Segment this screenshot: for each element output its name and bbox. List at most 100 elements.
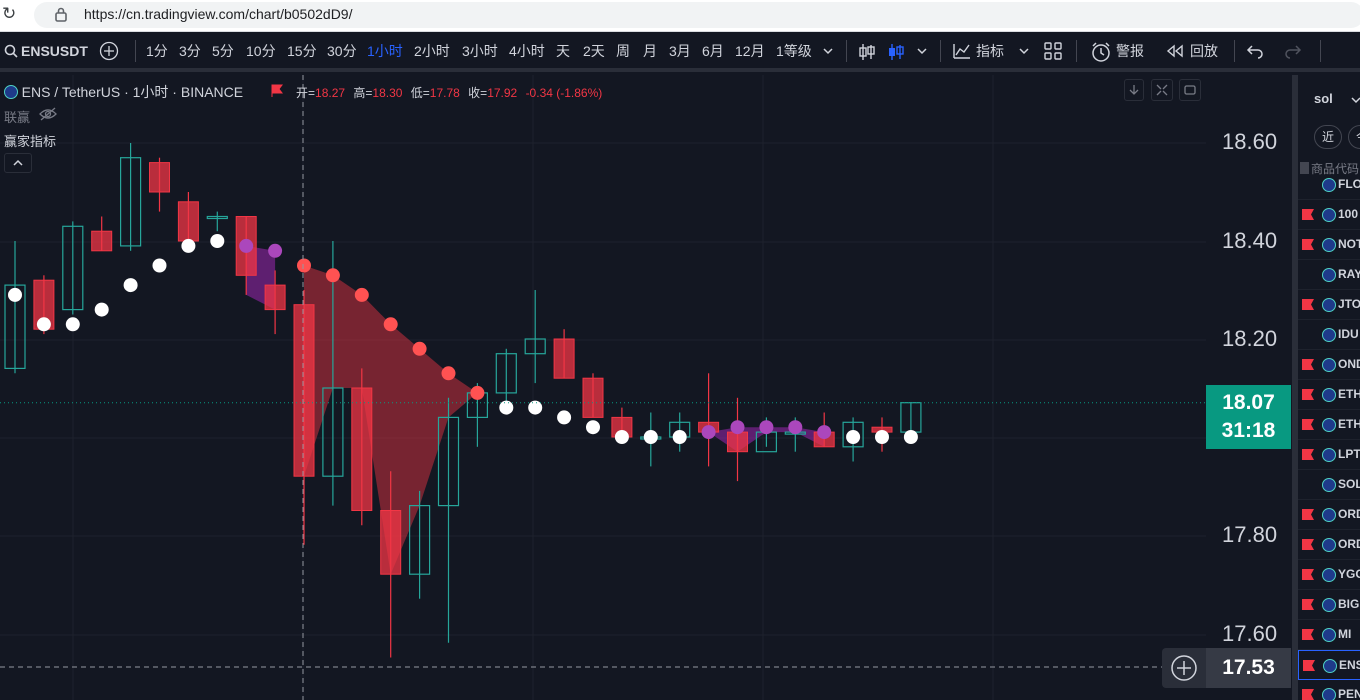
watchlist-row[interactable]: ORD bbox=[1298, 500, 1360, 530]
candles-style-icon[interactable] bbox=[886, 42, 906, 62]
watchlist-row[interactable]: LPT bbox=[1298, 440, 1360, 470]
interval-button[interactable]: 3月 bbox=[669, 43, 691, 59]
replay-button[interactable]: 回放 bbox=[1190, 43, 1218, 59]
candle-body bbox=[524, 338, 546, 355]
candle-body bbox=[177, 201, 199, 242]
candle-body bbox=[437, 416, 460, 507]
flag-icon[interactable] bbox=[1302, 629, 1314, 640]
watchlist-row[interactable]: PEN bbox=[1298, 680, 1360, 700]
indicators-button[interactable]: 指标 bbox=[976, 43, 1004, 59]
symbol-search-button[interactable]: ENSUSDT bbox=[21, 43, 88, 59]
divider bbox=[1234, 40, 1235, 62]
interval-button[interactable]: 5分 bbox=[212, 43, 234, 59]
flag-icon[interactable] bbox=[1302, 239, 1314, 250]
today-button[interactable]: 今 bbox=[1348, 125, 1360, 149]
flag-icon[interactable] bbox=[271, 84, 283, 97]
interval-button[interactable]: 1分 bbox=[146, 43, 168, 59]
watchlist-row[interactable]: SOL bbox=[1298, 470, 1360, 500]
interval-button[interactable]: 3分 bbox=[179, 43, 201, 59]
move-pane-down-button[interactable] bbox=[1124, 79, 1144, 101]
watchlist-row[interactable]: RAY bbox=[1298, 260, 1360, 290]
chevron-down-icon[interactable] bbox=[916, 46, 928, 56]
address-field[interactable] bbox=[34, 2, 1360, 28]
interval-button[interactable]: 6月 bbox=[702, 43, 724, 59]
watchlist-title[interactable]: sol bbox=[1314, 91, 1333, 106]
reload-icon[interactable]: ↻ bbox=[2, 4, 17, 23]
watchlist-row[interactable]: BIG bbox=[1298, 590, 1360, 620]
column-header-symbol[interactable]: 商品代码 bbox=[1311, 162, 1360, 176]
chart-pane[interactable]: ENS / TetherUS · 1小时 · BINANCE 开=18.27 高… bbox=[0, 75, 1292, 700]
indicator-legend-1[interactable]: 联赢 bbox=[4, 107, 30, 126]
flag-icon[interactable] bbox=[1302, 389, 1314, 400]
watchlist-row[interactable]: MI bbox=[1298, 620, 1360, 650]
interval-button[interactable]: 1小时 bbox=[367, 43, 403, 59]
add-price-button[interactable] bbox=[1162, 648, 1206, 688]
alert-clock-icon[interactable] bbox=[1090, 41, 1112, 63]
alerts-button[interactable]: 警报 bbox=[1116, 43, 1144, 59]
watchlist-row[interactable]: ORD bbox=[1298, 530, 1360, 560]
flag-icon[interactable] bbox=[1303, 660, 1315, 671]
flag-icon[interactable] bbox=[1302, 569, 1314, 580]
flag-icon[interactable] bbox=[1302, 509, 1314, 520]
coin-icon bbox=[1322, 298, 1336, 312]
watchlist-row[interactable]: YGG bbox=[1298, 560, 1360, 590]
collapse-legend-button[interactable] bbox=[4, 153, 32, 173]
maximize-pane-button[interactable] bbox=[1179, 79, 1201, 101]
watchlist-row[interactable]: OND bbox=[1298, 350, 1360, 380]
chevron-down-icon[interactable] bbox=[1018, 46, 1030, 56]
interval-button[interactable]: 2小时 bbox=[414, 43, 450, 59]
watchlist-row[interactable]: 100 bbox=[1298, 200, 1360, 230]
interval-button[interactable]: 4小时 bbox=[509, 43, 545, 59]
collapse-pane-button[interactable] bbox=[1151, 79, 1173, 101]
high-value: 18.30 bbox=[372, 86, 403, 100]
indicators-icon[interactable] bbox=[952, 42, 972, 60]
search-icon[interactable] bbox=[4, 44, 18, 58]
flag-icon[interactable] bbox=[1302, 419, 1314, 430]
interval-button[interactable]: 15分 bbox=[287, 43, 317, 59]
recent-button[interactable]: 近 bbox=[1314, 125, 1342, 149]
candlestick-chart[interactable] bbox=[0, 75, 1292, 700]
replay-icon[interactable] bbox=[1166, 44, 1184, 58]
layout-grid-icon[interactable] bbox=[1044, 42, 1062, 60]
interval-button[interactable]: 2天 bbox=[583, 43, 605, 59]
chevron-down-icon[interactable] bbox=[1350, 95, 1360, 105]
bars-style-icon[interactable] bbox=[857, 42, 877, 62]
price-axis-label: 18.40 bbox=[1222, 228, 1278, 253]
watchlist-row[interactable]: JTO bbox=[1298, 290, 1360, 320]
undo-icon[interactable] bbox=[1246, 43, 1264, 59]
legend-title[interactable]: ENS / TetherUS · 1小时 · BINANCE bbox=[21, 84, 244, 100]
indicator-legend-2[interactable]: 赢家指标 bbox=[4, 131, 56, 150]
watchlist-row[interactable]: FLOKI bbox=[1298, 170, 1360, 200]
url-text[interactable]: https://cn.tradingview.com/chart/b0502dD… bbox=[84, 6, 353, 22]
watchlist-row[interactable]: ENS bbox=[1298, 650, 1360, 680]
compare-add-icon[interactable] bbox=[99, 41, 119, 61]
interval-button[interactable]: 30分 bbox=[327, 43, 357, 59]
redo-icon[interactable] bbox=[1284, 43, 1302, 59]
indicator-dot bbox=[65, 317, 80, 332]
flag-icon[interactable] bbox=[1302, 539, 1314, 550]
watchlist-row[interactable]: ETH bbox=[1298, 380, 1360, 410]
flag-icon[interactable] bbox=[1302, 449, 1314, 460]
indicator-dot bbox=[788, 420, 803, 435]
candle-body bbox=[149, 162, 170, 193]
indicator-fill-bearish bbox=[304, 265, 478, 575]
eye-hidden-icon[interactable] bbox=[39, 107, 57, 121]
interval-button[interactable]: 天 bbox=[556, 43, 570, 59]
flag-icon[interactable] bbox=[1302, 299, 1314, 310]
interval-button[interactable]: 月 bbox=[643, 43, 657, 59]
coin-icon bbox=[1323, 659, 1337, 673]
flag-icon[interactable] bbox=[1302, 359, 1314, 370]
flag-icon[interactable] bbox=[1302, 599, 1314, 610]
watchlist-row[interactable]: ETH bbox=[1298, 410, 1360, 440]
interval-button[interactable]: 周 bbox=[616, 43, 630, 59]
interval-button[interactable]: 12月 bbox=[735, 43, 765, 59]
flag-icon[interactable] bbox=[1302, 209, 1314, 220]
interval-button[interactable]: 1等级 bbox=[776, 43, 812, 59]
indicator-dot bbox=[325, 268, 340, 283]
flag-icon[interactable] bbox=[1302, 689, 1314, 700]
watchlist-row[interactable]: NOT bbox=[1298, 230, 1360, 260]
interval-button[interactable]: 3小时 bbox=[462, 43, 498, 59]
watchlist-row[interactable]: IDU bbox=[1298, 320, 1360, 350]
chevron-down-icon[interactable] bbox=[822, 46, 834, 56]
interval-button[interactable]: 10分 bbox=[246, 43, 276, 59]
